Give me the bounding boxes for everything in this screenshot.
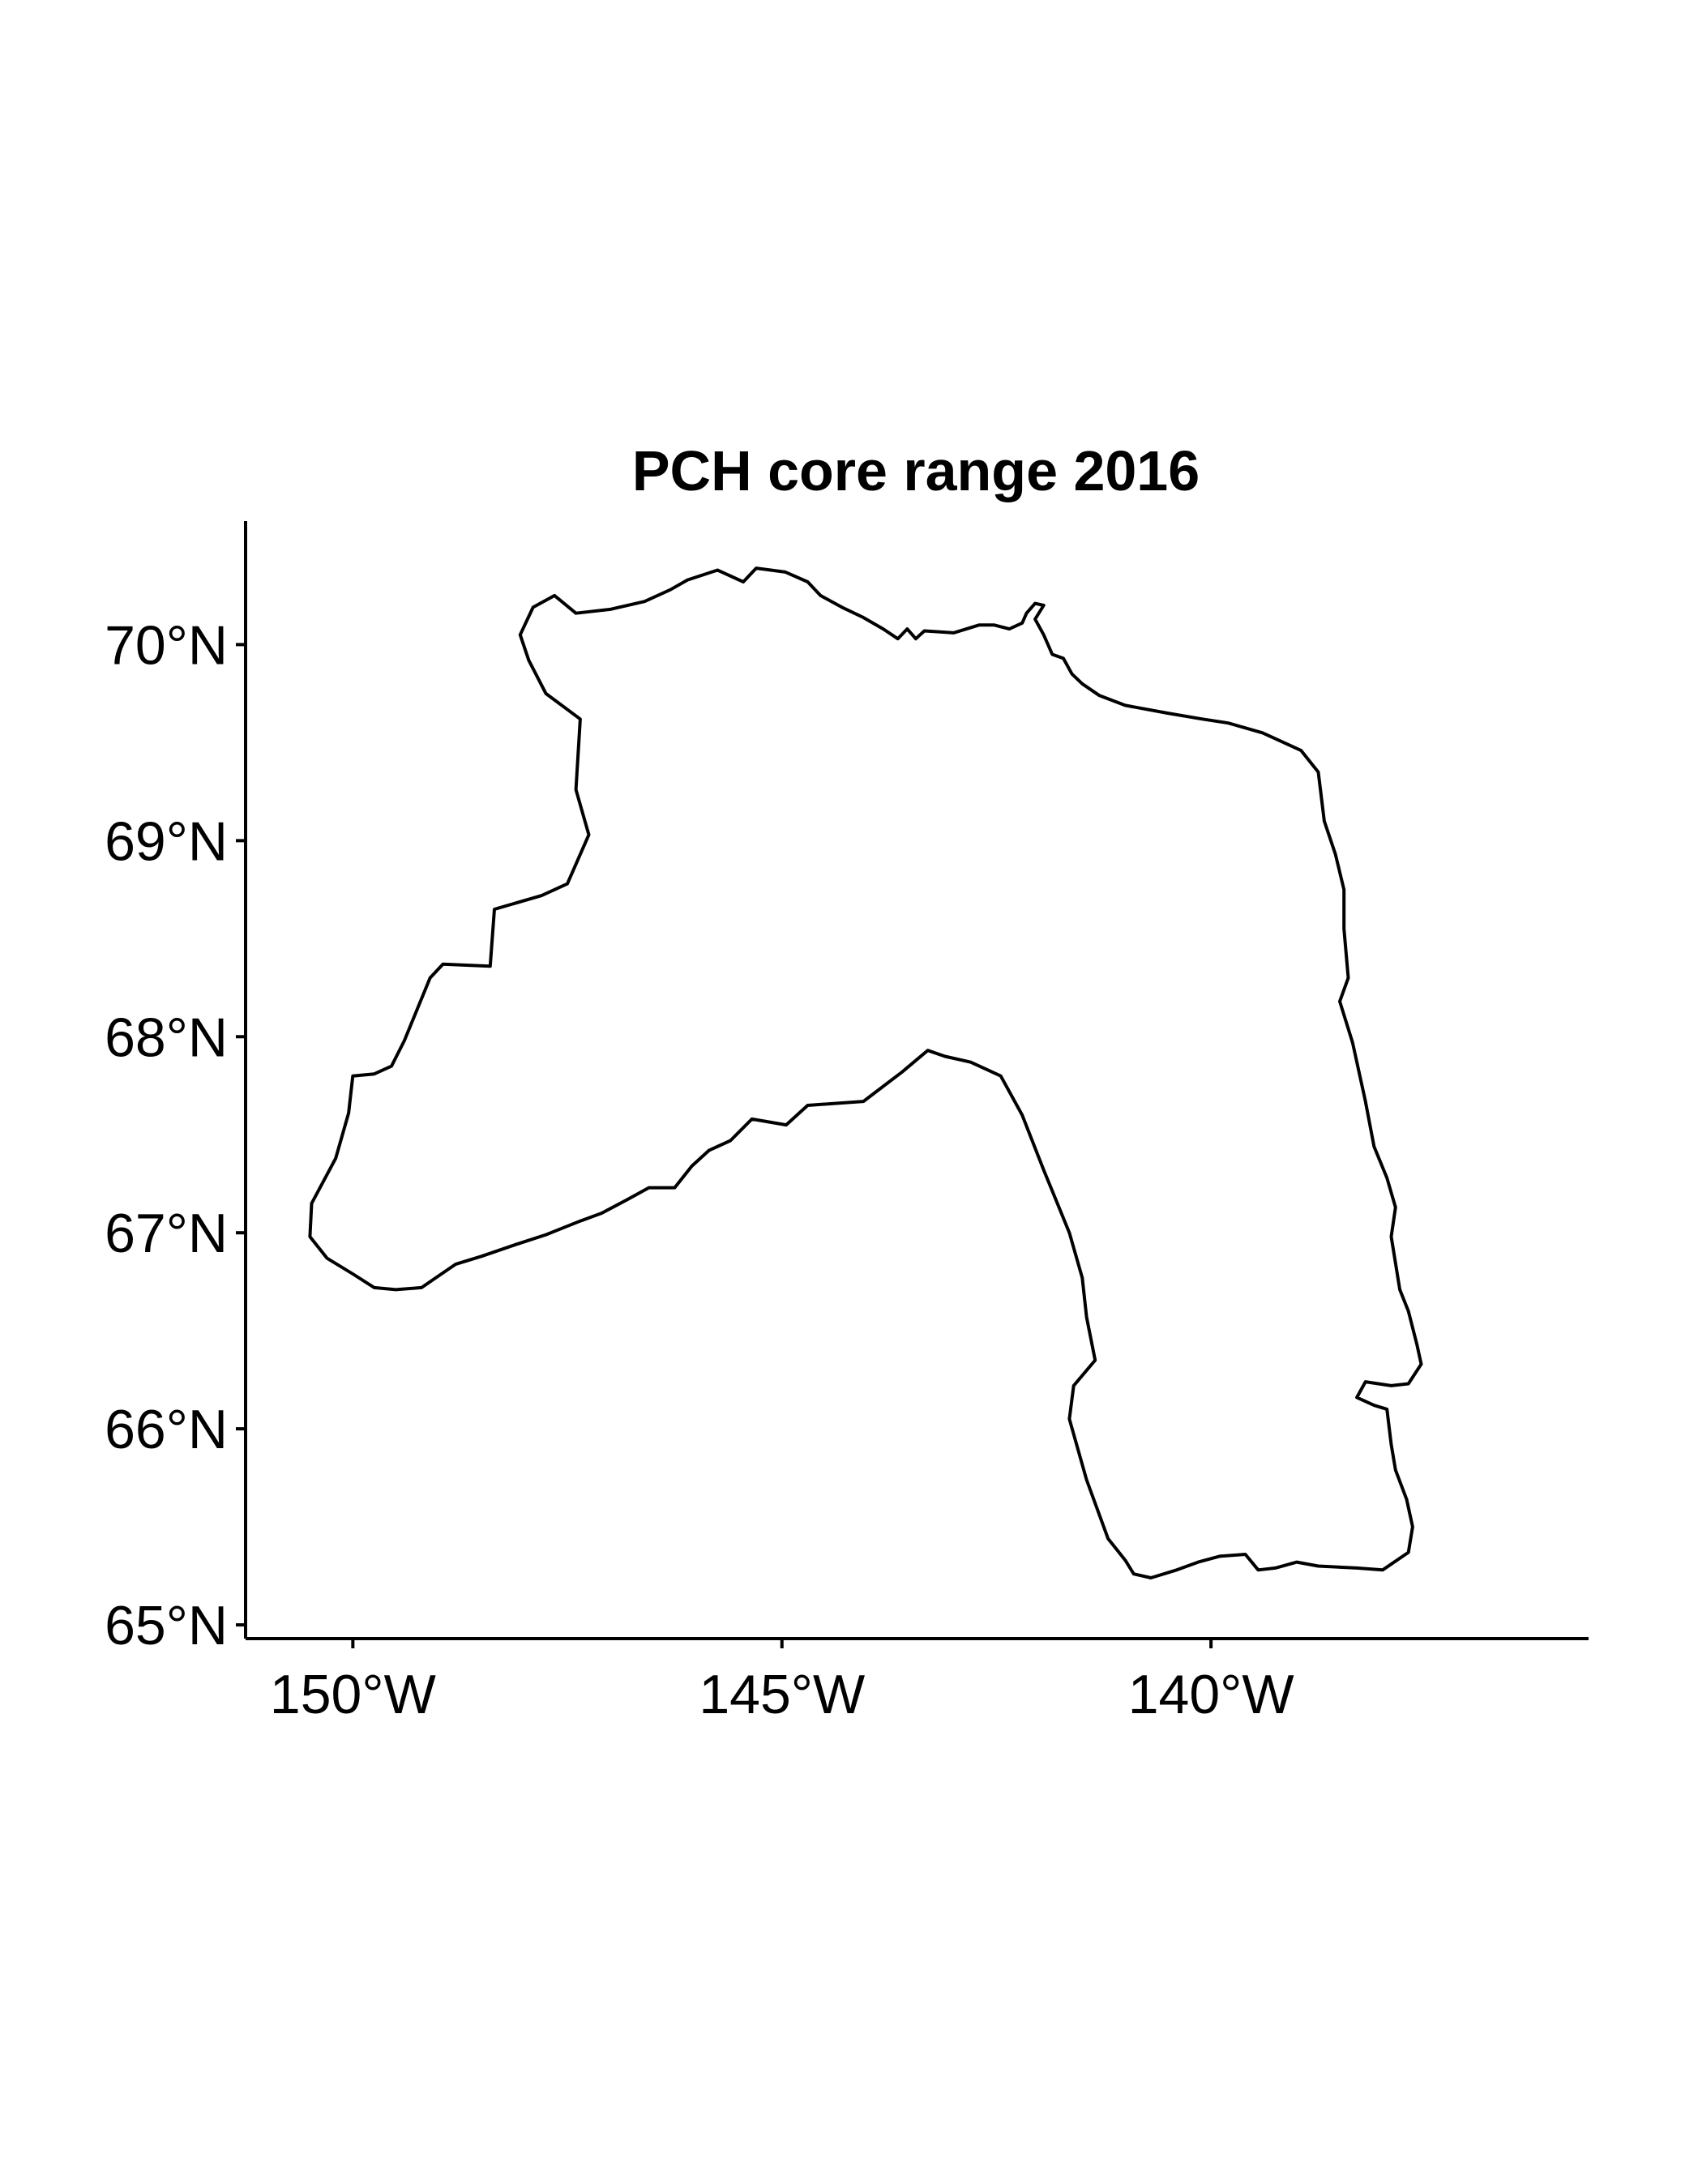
range-boundary-polygon (308, 566, 1423, 1579)
x-tick-label: 145°W (699, 1664, 865, 1725)
x-tick-label: 150°W (270, 1664, 436, 1725)
y-tick-label: 70°N (105, 614, 228, 676)
x-tick-label: 140°W (1128, 1664, 1294, 1725)
y-tick-label: 65°N (105, 1595, 228, 1656)
y-tick-label: 66°N (105, 1399, 228, 1460)
plot-area (308, 566, 1423, 1579)
y-tick-label: 68°N (105, 1007, 228, 1068)
y-tick-label: 67°N (105, 1203, 228, 1264)
y-tick-label: 69°N (105, 810, 228, 872)
axis-ticks: 65°N 66°N 67°N 68°N 69°N 70°N 150°W 145°W 140°W (105, 614, 1294, 1725)
chart-title: PCH core range 2016 (632, 439, 1200, 502)
